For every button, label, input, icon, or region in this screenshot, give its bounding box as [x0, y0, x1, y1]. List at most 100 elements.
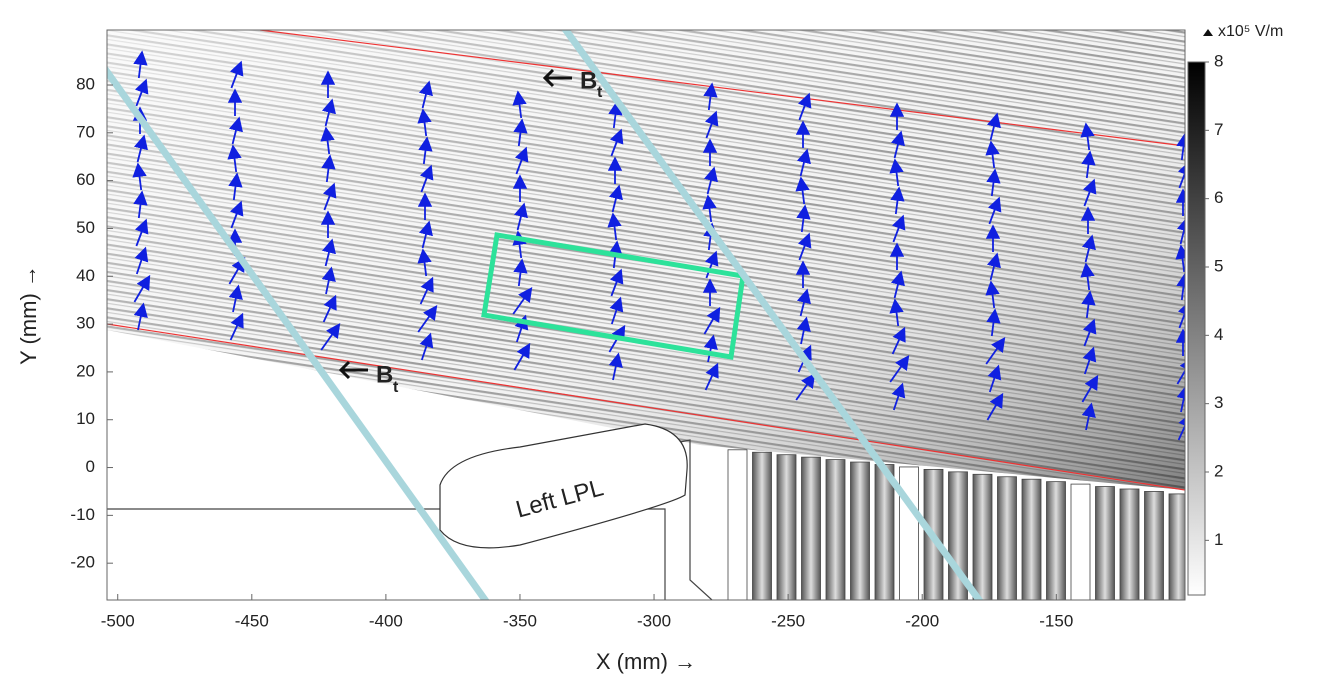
- field-arrow: [704, 110, 719, 139]
- field-arrow: [418, 220, 433, 249]
- y-tick-label: 0: [86, 457, 95, 476]
- field-arrow: [796, 204, 811, 233]
- limiter-tile: [1095, 486, 1115, 600]
- limiter-tile: [1070, 483, 1091, 600]
- field-arrow: [985, 140, 1000, 169]
- field-arrow: [321, 98, 336, 127]
- limiter-tile: [850, 461, 870, 600]
- y-tick-label: 70: [76, 122, 95, 141]
- limiter-tile: [776, 454, 797, 600]
- field-arrow: [608, 352, 623, 381]
- x-tick-label: -350: [503, 611, 537, 630]
- limiter-tile: [972, 473, 993, 600]
- field-arrow: [228, 116, 243, 145]
- boundary-line: [259, 30, 1185, 147]
- colorbar-tick-label: 4: [1214, 325, 1223, 344]
- field-arrow: [229, 312, 244, 341]
- colorbar-tick-label: 5: [1214, 256, 1223, 275]
- limiter-tile: [1119, 488, 1140, 600]
- x-tick-label: -450: [235, 611, 269, 630]
- y-axis-label: Y (mm) →: [16, 265, 41, 365]
- field-arrow: [321, 154, 336, 183]
- x-tick-label: -500: [101, 611, 135, 630]
- field-arrow: [419, 164, 434, 193]
- field-arrow: [1176, 384, 1185, 413]
- field-arrow: [986, 392, 1004, 421]
- annotation-subscript: t: [597, 84, 603, 101]
- field-arrow: [891, 326, 906, 355]
- y-tick-label: -10: [70, 505, 95, 524]
- field-arrow: [134, 218, 149, 247]
- field-arrow: [418, 136, 433, 165]
- field-arrow: [608, 100, 623, 129]
- field-arrow: [703, 82, 718, 111]
- field-arrow: [322, 182, 337, 211]
- field-arrow: [512, 287, 533, 315]
- limiter-tiles: [727, 449, 1185, 600]
- field-arrow: [229, 60, 244, 89]
- field-arrow: [228, 284, 243, 313]
- field-arrow: [1176, 356, 1185, 385]
- field-arrow: [227, 144, 242, 173]
- limiter-tile: [801, 456, 821, 600]
- field-arrow: [417, 108, 432, 137]
- field-arrow: [419, 332, 434, 361]
- field-arrow: [1082, 346, 1097, 375]
- field-arrow: [228, 172, 243, 201]
- field-arrow: [1081, 290, 1096, 319]
- field-arrow: [321, 266, 336, 295]
- field-arrow: [703, 166, 718, 195]
- field-arrow: [795, 176, 810, 205]
- field-arrow: [1080, 122, 1095, 151]
- field-arrow: [702, 194, 717, 223]
- colorbar-tick-label: 1: [1214, 530, 1223, 549]
- limiter-tile: [899, 466, 919, 600]
- field-arrow: [514, 146, 529, 175]
- field-arrow: [889, 298, 904, 327]
- annotation-text: B: [580, 67, 597, 94]
- guide-line: [561, 30, 984, 600]
- limiter-tile: [874, 464, 895, 600]
- field-arrow: [133, 134, 148, 163]
- field-arrow: [320, 126, 335, 155]
- field-arrow: [797, 92, 812, 121]
- field-arrow: [1082, 178, 1097, 207]
- limiter-tile: [825, 459, 846, 600]
- field-arrow: [1176, 272, 1185, 301]
- field-arrow: [985, 337, 1006, 365]
- annotation-arrow: [542, 68, 572, 88]
- field-arrow: [418, 80, 433, 109]
- annotation-bt: B t: [338, 360, 399, 396]
- field-arrow: [1080, 262, 1095, 291]
- field-arrow: [133, 274, 151, 303]
- field-arrow: [985, 280, 1000, 309]
- field-arrow: [890, 130, 905, 159]
- y-tick-label: 20: [76, 361, 95, 380]
- y-tick-label: 80: [76, 74, 95, 93]
- field-arrow: [703, 334, 718, 363]
- field-arrow: [321, 238, 336, 267]
- field-arrow: [1081, 150, 1096, 179]
- field-arrow: [987, 364, 1002, 393]
- field-arrow: [609, 268, 624, 297]
- field-arrow: [704, 362, 719, 391]
- limiter-tile: [727, 449, 748, 600]
- y-tick-label: 40: [76, 266, 95, 285]
- x-tick-label: -150: [1039, 611, 1073, 630]
- field-arrow: [417, 305, 438, 333]
- plot-area: [107, 30, 1185, 600]
- field-arrow: [1177, 160, 1185, 189]
- field-arrow: [419, 276, 434, 305]
- limiter-tile: [1046, 481, 1066, 600]
- field-arrow: [796, 148, 811, 177]
- field-arrow: [512, 90, 527, 119]
- colorbar-tick-label: 3: [1214, 393, 1223, 412]
- field-arrow: [796, 316, 811, 345]
- field-arrow: [704, 250, 719, 279]
- annotation-subscript: t: [393, 379, 399, 396]
- y-tick-label: 30: [76, 314, 95, 333]
- lpl-shape: [439, 423, 688, 549]
- field-arrow: [986, 168, 1001, 197]
- field-arrow: [417, 248, 432, 277]
- limiter-tile: [752, 451, 772, 600]
